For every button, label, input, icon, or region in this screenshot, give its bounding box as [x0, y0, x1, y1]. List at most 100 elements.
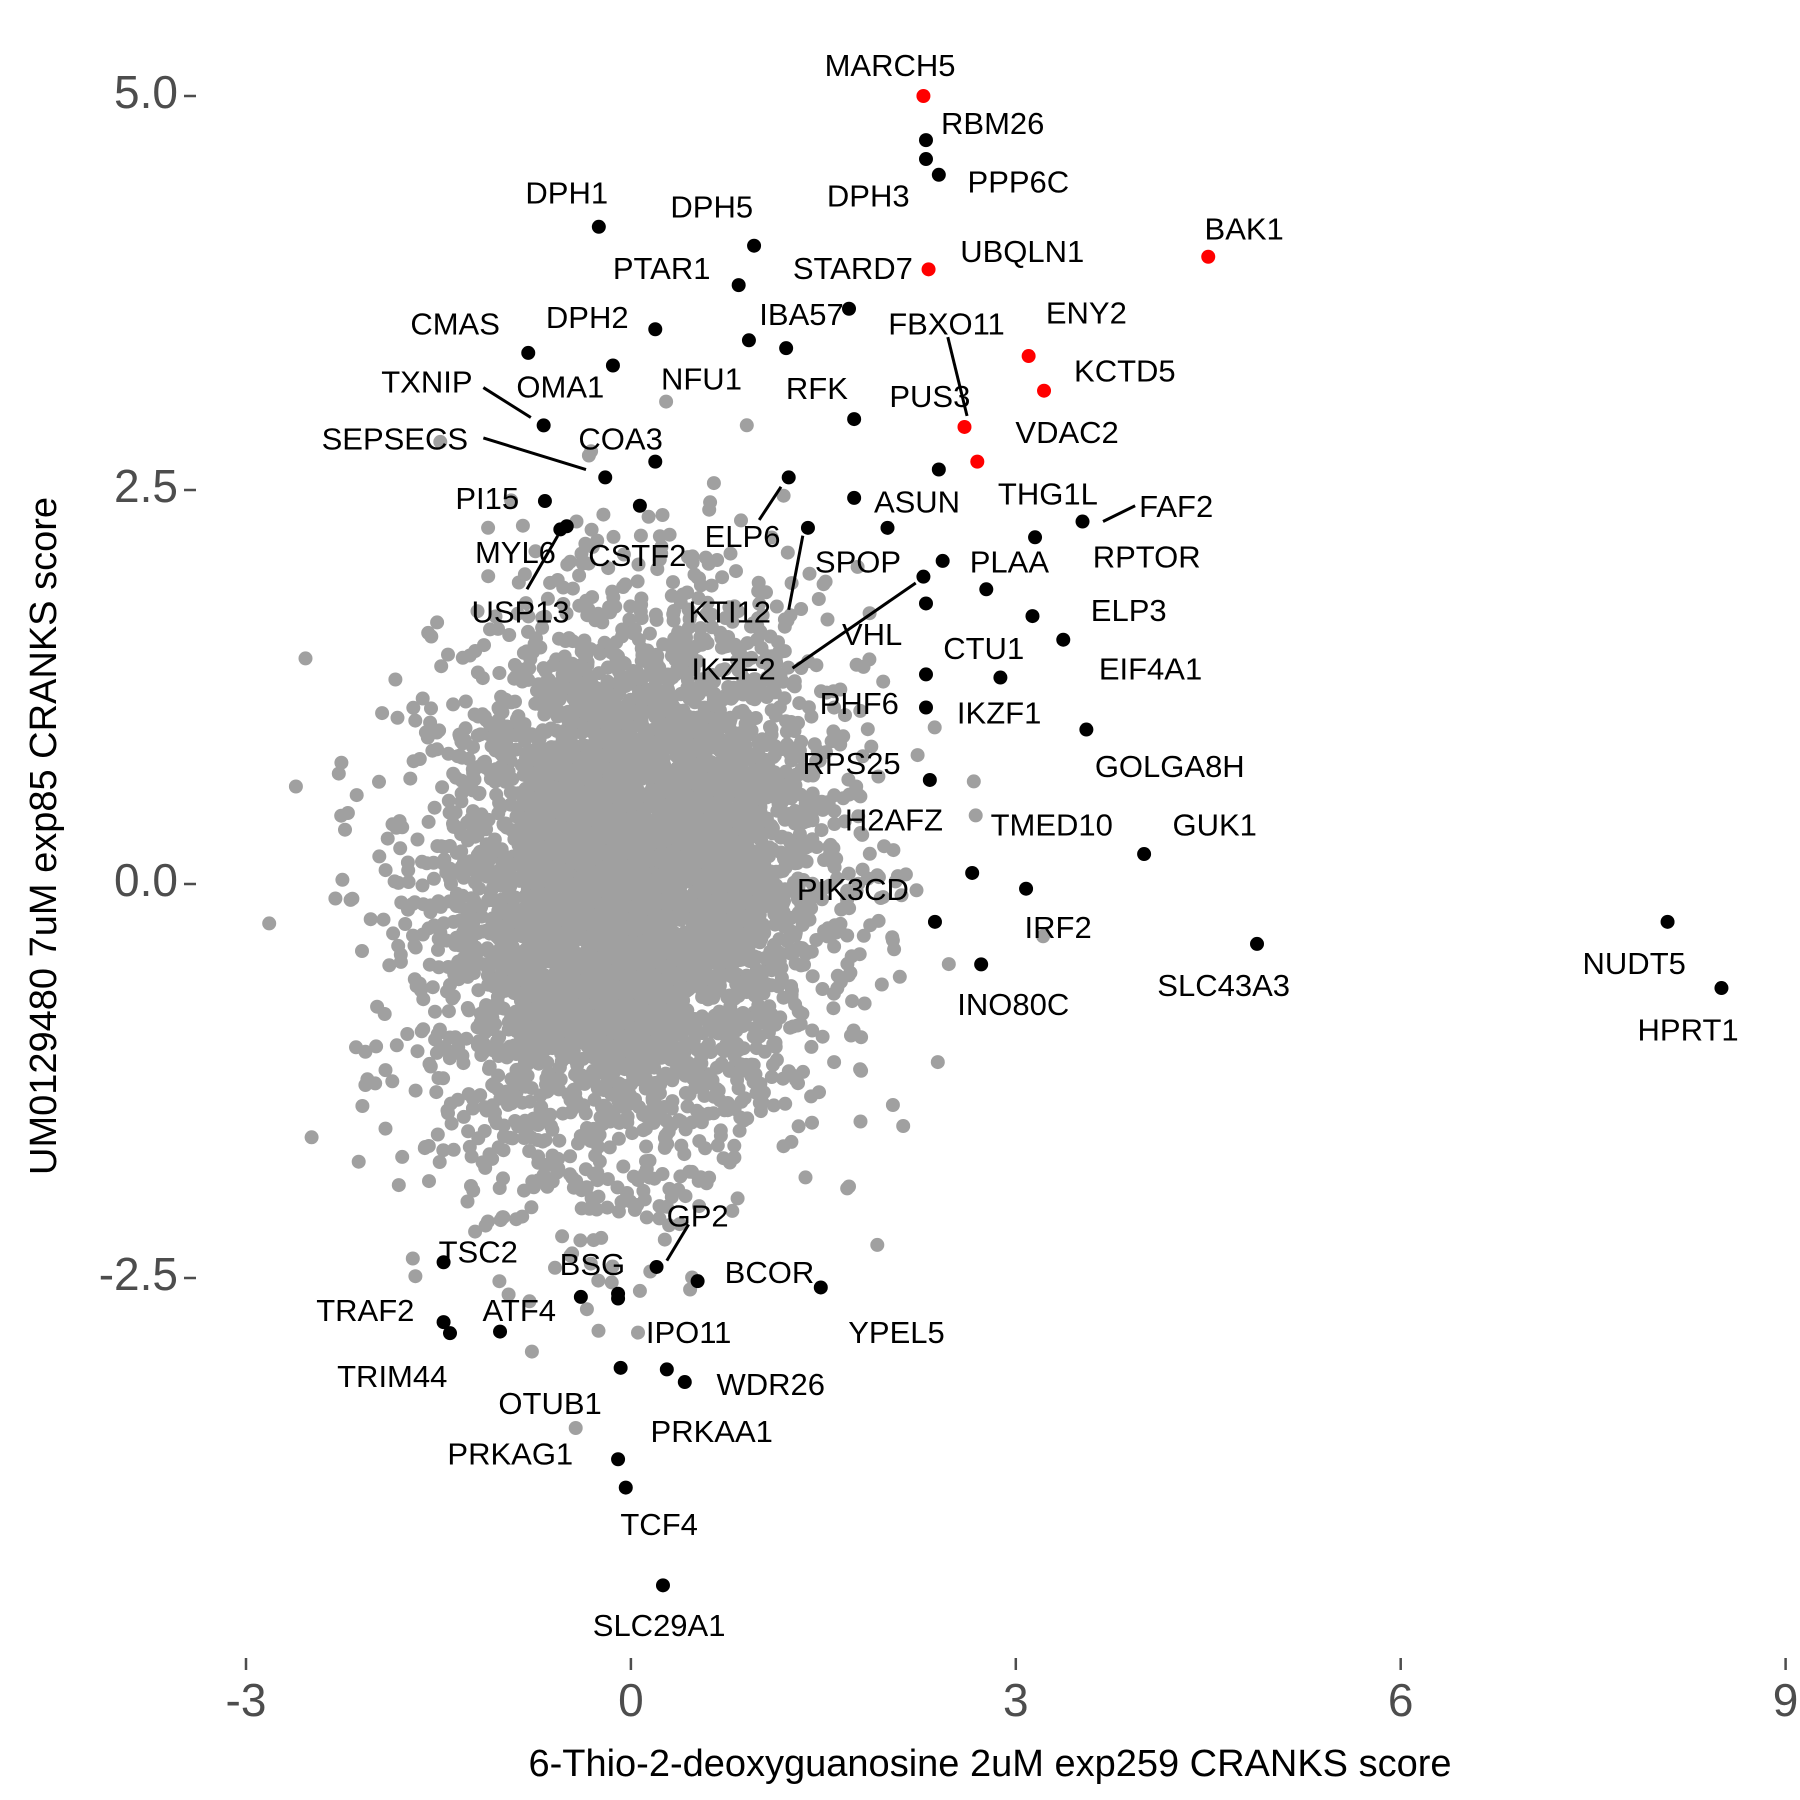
background-point — [826, 986, 841, 1001]
background-point — [771, 774, 786, 789]
background-point — [430, 615, 445, 630]
background-point — [697, 1088, 712, 1103]
background-point — [535, 723, 550, 738]
background-point — [480, 941, 495, 956]
background-point — [528, 887, 543, 902]
background-point — [653, 956, 668, 971]
background-point — [568, 1421, 583, 1435]
background-point — [579, 593, 594, 608]
background-point — [729, 564, 743, 579]
background-point — [653, 1000, 668, 1015]
background-point — [428, 1032, 443, 1047]
background-point — [590, 782, 605, 796]
background-point — [770, 888, 785, 903]
background-point — [639, 1154, 653, 1169]
background-point — [378, 1121, 393, 1136]
background-point — [716, 1151, 731, 1166]
background-point — [611, 1204, 626, 1219]
background-point — [793, 1017, 808, 1031]
background-point — [646, 903, 660, 918]
background-point — [635, 752, 650, 767]
background-point — [686, 1033, 701, 1048]
background-point — [655, 508, 670, 522]
background-point — [518, 596, 533, 611]
background-point — [706, 932, 721, 947]
background-point — [415, 691, 430, 706]
background-point — [446, 697, 461, 712]
background-point — [773, 864, 788, 879]
background-point — [653, 732, 667, 747]
background-point — [804, 709, 819, 724]
background-point — [721, 914, 735, 929]
background-point — [774, 970, 789, 985]
background-point — [773, 1010, 788, 1025]
background-point — [560, 557, 575, 572]
background-point — [483, 622, 497, 637]
background-point — [620, 995, 635, 1010]
background-point — [833, 682, 848, 697]
background-point — [870, 1237, 885, 1252]
background-point — [491, 713, 506, 728]
background-point — [555, 1106, 570, 1121]
background-point — [1036, 929, 1051, 944]
background-point — [823, 846, 837, 861]
background-point — [673, 979, 688, 994]
background-point — [442, 1030, 457, 1045]
background-point — [492, 1274, 507, 1289]
background-point — [770, 803, 785, 818]
background-point — [710, 553, 725, 567]
background-point — [505, 955, 520, 970]
background-point — [851, 809, 866, 824]
background-point — [540, 1179, 555, 1194]
background-point — [596, 507, 611, 522]
background-point — [625, 1126, 640, 1141]
background-point — [805, 1115, 819, 1130]
background-point — [853, 789, 868, 804]
background-point — [395, 1149, 410, 1164]
background-point — [615, 622, 630, 637]
background-point — [584, 1191, 599, 1206]
background-point — [752, 596, 767, 611]
background-point — [358, 1044, 373, 1059]
background-point — [731, 663, 746, 678]
background-point — [393, 954, 408, 969]
background-point — [652, 1211, 667, 1226]
background-point — [623, 599, 638, 614]
background-point — [747, 949, 762, 964]
background-point — [853, 1114, 868, 1129]
background-point — [415, 927, 430, 942]
background-point — [378, 863, 393, 878]
background-point — [816, 577, 831, 592]
background-point — [968, 808, 983, 823]
background-point — [495, 1210, 510, 1225]
background-point — [518, 1023, 533, 1038]
background-point — [524, 1344, 539, 1359]
background-point — [541, 1083, 555, 1098]
background-point — [518, 1079, 533, 1094]
background-point — [838, 708, 852, 723]
background-point — [796, 1064, 810, 1079]
background-point — [673, 1169, 688, 1184]
background-point — [821, 921, 835, 936]
background-point — [794, 602, 809, 616]
background-point — [600, 1109, 615, 1124]
background-point — [378, 1063, 393, 1078]
background-point — [558, 681, 572, 695]
background-point — [930, 1055, 945, 1070]
background-point — [429, 1085, 444, 1100]
background-point — [734, 513, 748, 528]
background-point — [655, 1167, 670, 1181]
background-point — [434, 659, 449, 674]
background-point — [630, 574, 645, 589]
background-point — [633, 528, 648, 543]
background-point — [714, 825, 729, 840]
background-point — [436, 1143, 451, 1158]
background-point — [648, 607, 663, 622]
background-point — [910, 748, 925, 763]
background-point — [501, 1015, 516, 1030]
background-point — [657, 1232, 672, 1247]
background-point — [555, 1229, 570, 1244]
background-point — [696, 711, 710, 726]
background-point — [563, 1149, 578, 1164]
background-point — [440, 862, 455, 877]
